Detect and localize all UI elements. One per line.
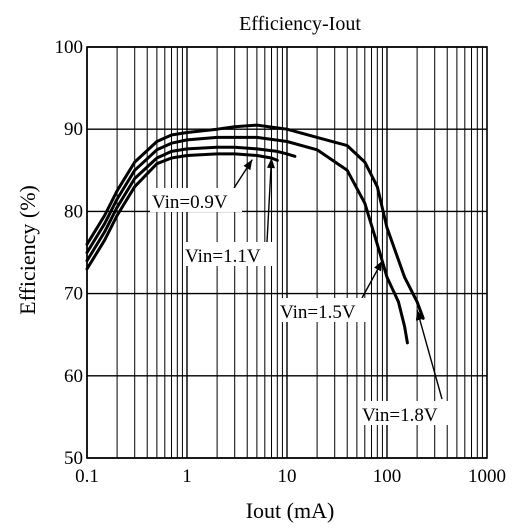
annotation-label: Vin=1.8V <box>362 405 438 426</box>
series-line <box>85 145 297 263</box>
annotation-label: Vin=1.5V <box>280 302 356 323</box>
annotation-arrow <box>266 157 273 243</box>
chart-title: Efficiency-Iout <box>239 13 361 35</box>
annotation-label: Vin=0.9V <box>152 192 228 213</box>
annotation-box <box>183 242 275 266</box>
y-tick-label: 50 <box>64 448 83 469</box>
x-tick-label: 100 <box>373 466 402 487</box>
y-tick-label: 80 <box>64 201 83 222</box>
x-axis-label: Iout (mA) <box>246 498 335 523</box>
y-tick-label: 60 <box>64 366 83 387</box>
annotation-arrowhead <box>415 310 424 321</box>
annotation-arrowhead <box>374 260 383 272</box>
series-line <box>85 152 279 271</box>
annotation-arrowhead <box>267 158 275 169</box>
x-tick-label: 0.1 <box>75 466 99 487</box>
y-tick-label: 90 <box>64 119 83 140</box>
grid <box>86 46 487 459</box>
x-tick-label: 1 <box>182 466 192 487</box>
annotation-box <box>360 401 452 425</box>
annotation-box <box>150 188 242 212</box>
annotation-label: Vin=1.1V <box>185 246 261 267</box>
plot-frame <box>86 46 488 459</box>
series-line <box>85 123 425 320</box>
annotation-arrowhead <box>243 159 253 171</box>
tick-labels: 0.1 1 10 100 1000 50 60 70 80 90 100 <box>55 37 507 487</box>
y-axis-label: Efficiency (%) <box>15 185 40 315</box>
annotation-box <box>278 298 370 322</box>
y-tick-label: 70 <box>64 284 83 305</box>
annotation-arrow <box>416 309 443 400</box>
annotations: Vin=0.9V Vin=1.1V Vin=1.5V Vin=1.8V <box>150 157 452 426</box>
y-tick-label: 100 <box>55 37 84 58</box>
series-lines <box>85 123 425 345</box>
x-tick-label: 1000 <box>468 466 506 487</box>
x-tick-label: 10 <box>278 466 297 487</box>
series-line <box>85 135 409 345</box>
